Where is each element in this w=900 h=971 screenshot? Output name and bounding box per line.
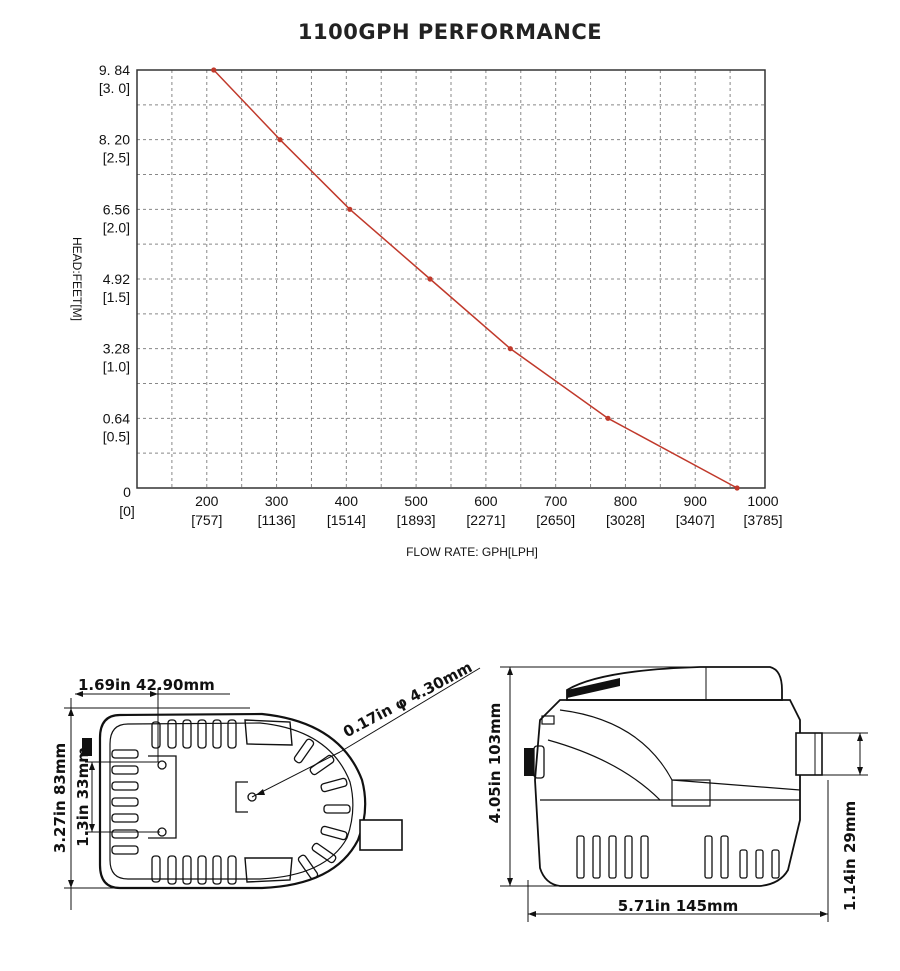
y-tick-label-metric: [1.5] (103, 289, 130, 305)
data-points (211, 67, 740, 491)
x-tick-label: 300 (265, 493, 289, 509)
x-tick-label-metric: [3785] (744, 512, 783, 528)
side-height-dimension: 4.05in 103mm (486, 703, 504, 824)
y-axis-ticks: 9. 84 [3. 0] 8. 20 [2.5] 6.56 [2.0] 4.92 [1.5] 3… (99, 62, 130, 444)
x-tick-label-metric: [2271] (466, 512, 505, 528)
data-point (605, 415, 611, 421)
outlet-height-dimension: 1.14in 29mm (841, 801, 859, 911)
x-axis-ticks: 0 [0] 200 [757] 300 [1136] 400 [1514] 500 [1893] 6… (119, 484, 782, 528)
x-tick-label-metric: [1893] (397, 512, 436, 528)
y-tick-label: 8. 20 (99, 132, 130, 148)
x-tick-label: 900 (684, 493, 708, 509)
y-tick-label-metric: [0.5] (103, 428, 130, 444)
x-tick-label: 200 (195, 493, 219, 509)
side-view-drawing (500, 666, 868, 922)
data-point (277, 137, 283, 143)
y-tick-label: 9. 84 (99, 62, 130, 78)
y-tick-label-metric: [2.0] (103, 219, 130, 235)
x-tick-label: 0 (123, 484, 131, 500)
plot-frame (136, 69, 766, 489)
y-tick-label-metric: [2.5] (103, 150, 130, 166)
y-tick-label-metric: [3. 0] (99, 80, 130, 96)
y-axis-label: HEAD:FEET[M] (70, 237, 84, 321)
chart-grid (137, 70, 765, 488)
y-tick-label: 4.92 (103, 271, 130, 287)
y-tick-label: 0.64 (103, 410, 130, 426)
data-point (427, 276, 433, 282)
y-tick-label: 3.28 (103, 341, 130, 357)
inner-height-dimension: 1.3in 33mm (74, 747, 92, 847)
performance-chart: 9. 84 [3. 0] 8. 20 [2.5] 6.56 [2.0] 4.92 [1.5] 3… (70, 62, 782, 559)
y-tick-label: 6.56 (103, 201, 130, 217)
x-tick-label-metric: [757] (191, 512, 222, 528)
top-width-dimension: 1.69in 42.90mm (78, 676, 215, 694)
x-tick-label-metric: [1514] (327, 512, 366, 528)
data-point (507, 346, 513, 352)
x-tick-label: 600 (474, 493, 498, 509)
top-height-dimension: 3.27in 83mm (51, 743, 69, 853)
x-tick-label-metric: [2650] (536, 512, 575, 528)
data-point (211, 67, 217, 73)
x-tick-label-metric: [1136] (258, 512, 296, 528)
x-tick-label-metric: [3407] (676, 512, 715, 528)
x-tick-label: 800 (614, 493, 638, 509)
hole-diameter-dimension: 0.17in φ 4.30mm (340, 658, 475, 741)
chart-title: 1100GPH PERFORMANCE (297, 20, 603, 44)
data-point (734, 485, 740, 491)
data-point (347, 206, 353, 212)
x-tick-label: 400 (335, 493, 359, 509)
x-tick-label: 500 (404, 493, 428, 509)
side-length-dimension: 5.71in 145mm (618, 897, 739, 915)
top-view-drawing (64, 667, 481, 910)
x-tick-label: 1000 (747, 493, 778, 509)
x-axis-label: FLOW RATE: GPH[LPH] (406, 545, 538, 559)
x-tick-label-metric: [0] (119, 503, 135, 519)
x-tick-label: 700 (544, 493, 568, 509)
x-tick-label-metric: [3028] (606, 512, 645, 528)
y-tick-label-metric: [1.0] (103, 359, 130, 375)
